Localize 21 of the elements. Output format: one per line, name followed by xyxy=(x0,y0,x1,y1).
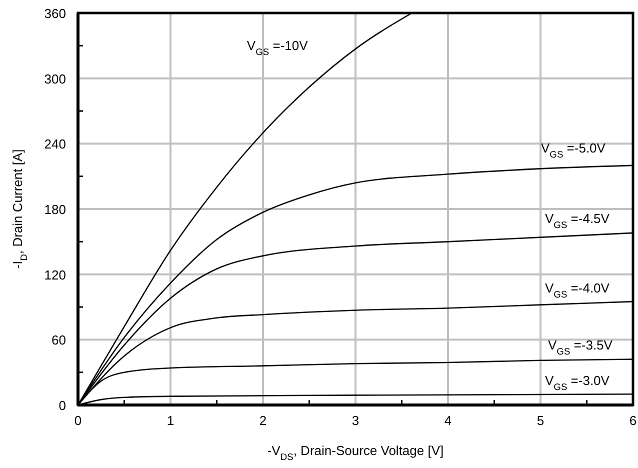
y-tick-label: 360 xyxy=(44,6,66,21)
x-tick-label: 4 xyxy=(444,413,452,428)
y-tick-label: 180 xyxy=(44,202,66,217)
y-tick-label: 120 xyxy=(44,267,66,282)
x-axis-title: -V$_{DS}$, Drain-Source Voltage [V] xyxy=(267,443,444,462)
series-label: V$_{GS}$ =-4.0V xyxy=(545,280,610,300)
x-tick-label: 6 xyxy=(629,413,637,428)
series-label: V$_{GS}$ =-3.0V xyxy=(545,373,610,392)
x-tick-label: 1 xyxy=(166,413,174,428)
y-tick-label: 300 xyxy=(44,71,66,86)
y-tick-label: 60 xyxy=(52,332,66,348)
series-label: V$_{GS}$ =-5.0V xyxy=(541,140,606,160)
x-tick-label: 2 xyxy=(259,413,267,428)
series-label: V$_{GS}$ =-10V xyxy=(246,38,308,57)
series-label: V$_{GS}$ =-4.5V xyxy=(545,210,610,230)
y-tick-label: 240 xyxy=(44,136,66,152)
series-label: V$_{GS}$ =-3.5V xyxy=(548,337,613,356)
x-tick-label: 5 xyxy=(536,413,544,428)
y-tick-label: 0 xyxy=(58,398,66,413)
x-tick-label: 3 xyxy=(352,413,360,428)
x-tick-label: 0 xyxy=(74,413,82,428)
